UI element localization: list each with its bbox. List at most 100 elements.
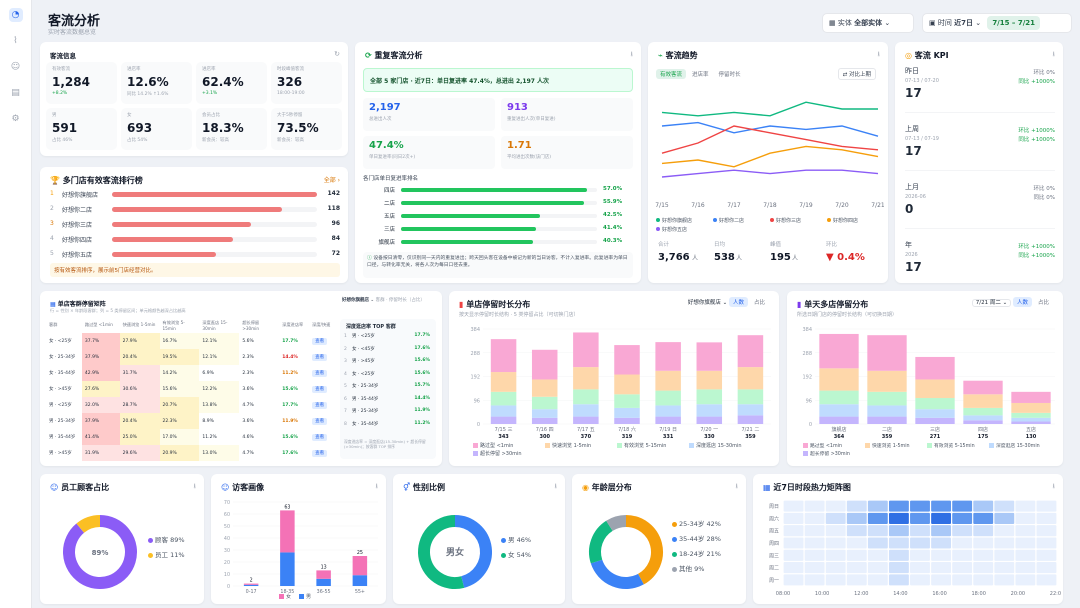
legend-label: 好想你旗舰店 xyxy=(662,217,692,224)
store-icon[interactable]: ▤ xyxy=(11,88,20,98)
kpi-date: 2026 xyxy=(905,252,918,258)
heat-cell xyxy=(1036,537,1057,549)
view-button[interactable]: 查看 xyxy=(312,386,328,393)
legend-item: 其他 9% xyxy=(672,563,721,573)
legend-swatch xyxy=(803,451,808,456)
trend-tab[interactable]: 进店率 xyxy=(692,72,709,78)
trend-tab[interactable]: 有效客流 xyxy=(656,69,687,79)
rank-more-link[interactable]: 全部 › xyxy=(323,177,340,184)
line-chart-icon[interactable]: ⌇ xyxy=(13,36,18,46)
store-icon: ▮ xyxy=(797,300,802,309)
entity-select[interactable]: ▦ 实体 全部实体 ⌄ xyxy=(822,13,914,33)
heat-cell xyxy=(973,500,994,512)
download-icon[interactable]: ⭳ xyxy=(1052,50,1055,58)
table-row: 女 · 25-34岁 37.9% 20.4% 19.5% 12.1% 2.3% 14.4% 查… xyxy=(46,349,336,365)
download-icon[interactable]: ⭳ xyxy=(877,50,880,58)
bar-segment xyxy=(915,398,955,410)
repeat-rank-title: 各门店单日复进率排名 xyxy=(363,176,419,182)
tab-ratio[interactable]: 占比 xyxy=(1037,300,1049,306)
kpi-ratio-yoy: 同比 +1000% xyxy=(1018,79,1055,85)
trend-tab[interactable]: 停留时长 xyxy=(718,72,741,78)
heat-cell xyxy=(931,512,952,524)
heat-card: ▦ 近7日时段热力矩阵图 ⭳ 周日 周六 周五 周四 周三 周二 周一 08:00 10:00 1… xyxy=(753,474,1063,604)
heat-cell xyxy=(1015,525,1036,537)
view-button[interactable]: 查看 xyxy=(312,354,328,361)
heat-cell xyxy=(1015,574,1036,586)
table-cell: 31.9% xyxy=(81,445,120,461)
legend-swatch xyxy=(473,443,478,448)
download-icon[interactable]: ⭳ xyxy=(193,482,196,490)
cake-icon: ◉ xyxy=(582,483,589,492)
chevron-down-icon: ⌄ xyxy=(975,19,982,27)
top-group: 女 · <45岁 xyxy=(352,346,375,352)
legend-item: 25-34岁 42% xyxy=(672,518,721,528)
heat-cell xyxy=(825,512,846,524)
heat-cell xyxy=(1036,512,1057,524)
dwell-store-select[interactable]: 好想你旗舰店 ⌄ xyxy=(687,300,728,306)
refresh-icon[interactable]: ↻ xyxy=(334,50,340,58)
view-button[interactable]: 查看 xyxy=(312,370,328,377)
download-icon[interactable]: ⭳ xyxy=(554,482,557,490)
users-icon[interactable]: ☺ xyxy=(10,62,21,72)
metric-label: 会员占比 xyxy=(202,113,220,118)
tab-count[interactable]: 人数 xyxy=(1012,297,1032,307)
x-tick-label: 旗舰店 xyxy=(831,426,846,433)
heat-col-label: 12:00 xyxy=(854,591,868,597)
trend-stat-label: 合计 xyxy=(658,240,670,248)
x-tick-label: 7/18 六 xyxy=(618,426,636,433)
view-button[interactable]: 查看 xyxy=(312,418,328,425)
y-tick-label: 96 xyxy=(474,398,480,404)
table-cell: 4.7% xyxy=(239,397,280,413)
download-icon[interactable]: ⭳ xyxy=(630,50,633,58)
x-tick-label: 18-35 xyxy=(280,589,294,595)
view-button[interactable]: 查看 xyxy=(312,450,328,457)
legend-swatch xyxy=(689,443,694,448)
heat-row-label: 周日 xyxy=(769,504,779,510)
table-cell: 12.1% xyxy=(199,349,240,365)
heat-cell xyxy=(783,525,804,537)
table-cell: 13.0% xyxy=(199,445,240,461)
multi-title: ▮ 单天多店停留分布 xyxy=(797,300,869,309)
heat-cell xyxy=(1036,574,1057,586)
table-row: 男 · <25岁 32.0% 28.7% 20.7% 13.8% 4.7% 17.7% 查看 xyxy=(46,397,336,413)
tab-ratio[interactable]: 占比 xyxy=(753,300,765,306)
heat-cell xyxy=(804,562,825,574)
bar-total-label: 25 xyxy=(357,550,363,556)
tab-count[interactable]: 人数 xyxy=(728,297,748,307)
table-cell: 男 · 35-44岁 xyxy=(49,435,76,440)
view-button[interactable]: 查看 xyxy=(312,402,328,409)
heat-cell xyxy=(973,574,994,586)
metric-value: 62.4% xyxy=(202,75,244,89)
legend-swatch xyxy=(713,218,717,222)
y-tick-label: 288 xyxy=(802,351,812,357)
matrix-store-select[interactable]: 好想你旗舰店 ⌄ 客群 · 停留时长（占比） xyxy=(342,298,425,303)
settings-icon[interactable]: ⚙ xyxy=(11,114,20,124)
date-range[interactable]: 7/15 – 7/21 xyxy=(987,16,1041,30)
bar-total-label: 13 xyxy=(321,564,327,570)
trend-stat-label: 环比 xyxy=(826,240,838,248)
download-icon[interactable]: ⭳ xyxy=(735,482,738,490)
pie-chart-icon[interactable]: ◔ xyxy=(8,8,23,22)
table-cell: 6.9% xyxy=(199,365,240,381)
download-icon[interactable]: ⭳ xyxy=(1052,482,1055,490)
bar-total-label: 300 xyxy=(539,434,550,440)
table-cell: 25.0% xyxy=(119,429,160,445)
compare-button[interactable]: ⇄ 对比上期 xyxy=(837,68,876,80)
table-cell: 2.3% xyxy=(239,365,280,381)
day-select[interactable]: 7/21 周二 ⌄ xyxy=(971,299,1012,307)
trend-card: ⌁ 客流趋势 ⭳ 有效客流 进店率 停留时长 ⇄ 对比上期 7/15 7/16 7/17… xyxy=(648,42,888,283)
rank-row: 1 好想你旗舰店 142 xyxy=(50,189,340,201)
time-select[interactable]: ▣ 时间 近7日 ⌄ 7/15 – 7/21 xyxy=(922,13,1072,33)
view-button[interactable]: 查看 xyxy=(312,434,328,441)
view-button[interactable]: 查看 xyxy=(312,338,328,345)
legend-swatch xyxy=(501,537,506,543)
bar-segment xyxy=(573,389,599,405)
download-icon[interactable]: ⭳ xyxy=(375,482,378,490)
legend-swatch xyxy=(672,551,677,557)
metric-label: 时段峰值客流 xyxy=(277,67,304,72)
kpi-divider xyxy=(905,228,1055,229)
rank-track xyxy=(112,222,317,227)
table-cell: 27.9% xyxy=(119,333,160,349)
